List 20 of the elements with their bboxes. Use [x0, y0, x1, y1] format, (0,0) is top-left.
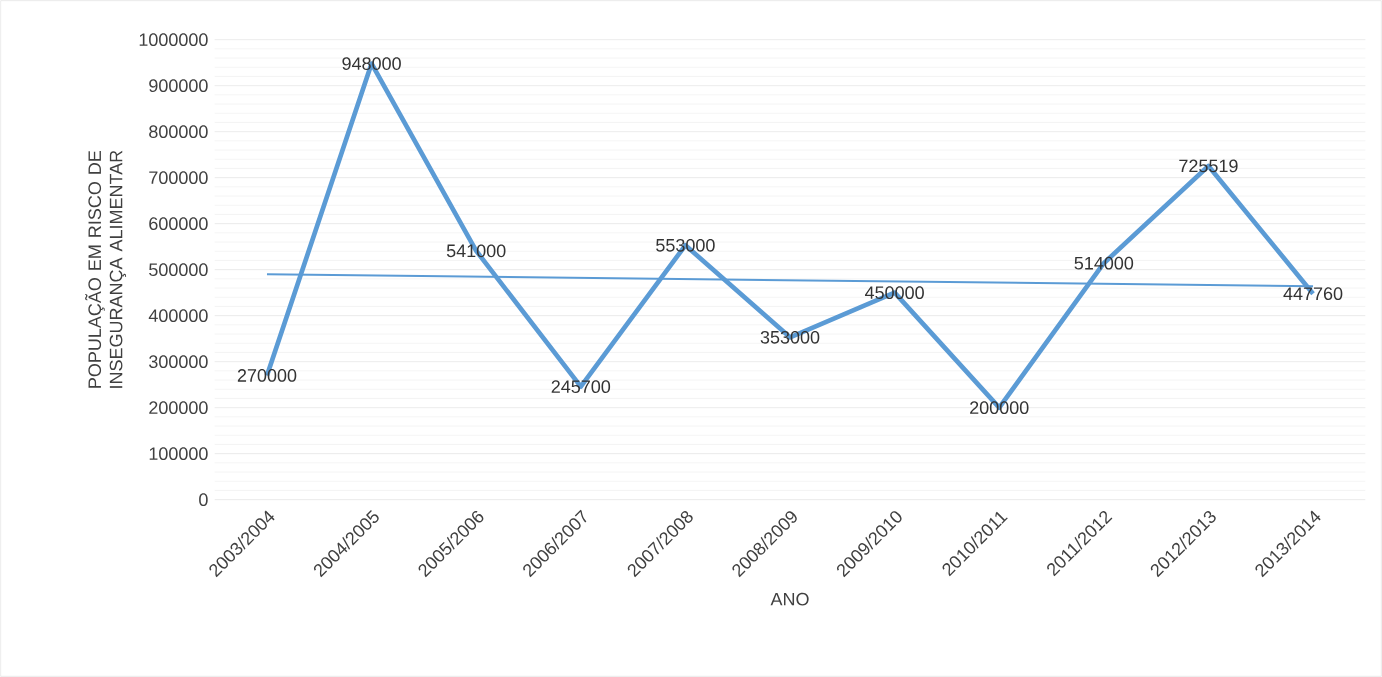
- y-tick-label: 100000: [149, 447, 208, 461]
- data-label: 200000: [970, 401, 1029, 415]
- y-tick-label: 0: [199, 493, 208, 507]
- data-label: 353000: [760, 330, 820, 344]
- y-tick-label: 600000: [149, 217, 208, 231]
- data-label: 270000: [237, 369, 297, 382]
- data-label: 245700: [551, 380, 611, 393]
- y-tick-label: 400000: [148, 309, 208, 323]
- y-tick-label: 200000: [149, 401, 208, 415]
- y-tick-label: 500000: [149, 263, 208, 277]
- data-label: 725519: [1179, 159, 1238, 173]
- data-label: 553000: [656, 238, 715, 252]
- y-axis-title: POPULAÇÃO EM RISCO DE INSEGURANÇA ALIMENTAR: [85, 150, 127, 388]
- y-tick-label: 800000: [149, 125, 208, 139]
- x-axis-title: ANO: [770, 592, 809, 606]
- y-tick-label: 900000: [149, 79, 208, 93]
- y-tick-label: 700000: [149, 171, 208, 185]
- y-tick-label: 300000: [149, 355, 208, 369]
- data-label: 447760: [1283, 287, 1343, 301]
- y-tick-label: 1000000: [139, 33, 208, 47]
